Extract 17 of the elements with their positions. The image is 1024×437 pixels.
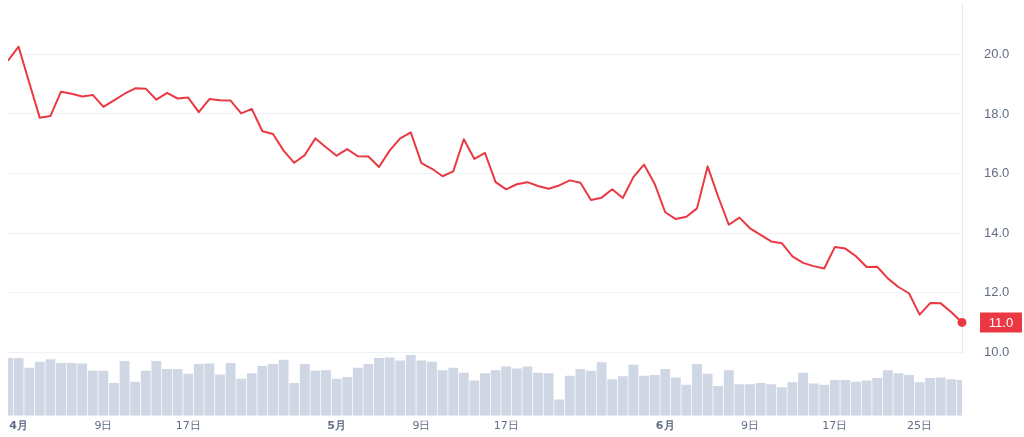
y-tick-label: 18.0 bbox=[984, 105, 1010, 121]
y-tick-label: 16.0 bbox=[984, 165, 1010, 181]
y-tick-label: 14.0 bbox=[984, 224, 1010, 240]
x-tick-label: 17日 bbox=[493, 419, 519, 433]
x-tick-label: 6月 bbox=[655, 419, 675, 433]
x-tick-label: 17日 bbox=[175, 419, 201, 433]
x-tick-label: 9日 bbox=[94, 419, 113, 433]
x-tick-label: 17日 bbox=[822, 419, 848, 433]
x-tick-label: 5月 bbox=[327, 419, 346, 433]
x-tick-label: 9日 bbox=[741, 419, 759, 433]
x-tick-label: 4月 bbox=[9, 419, 28, 433]
x-tick-label: 25日 bbox=[907, 419, 933, 433]
y-tick-label: 20.0 bbox=[984, 46, 1010, 61]
annotation: 11.0 bbox=[988, 315, 1014, 330]
y-tick-label: 12.0 bbox=[984, 284, 1010, 300]
x-tick-label: 9日 bbox=[412, 419, 431, 433]
y-tick-label: 10.0 bbox=[984, 343, 1010, 359]
